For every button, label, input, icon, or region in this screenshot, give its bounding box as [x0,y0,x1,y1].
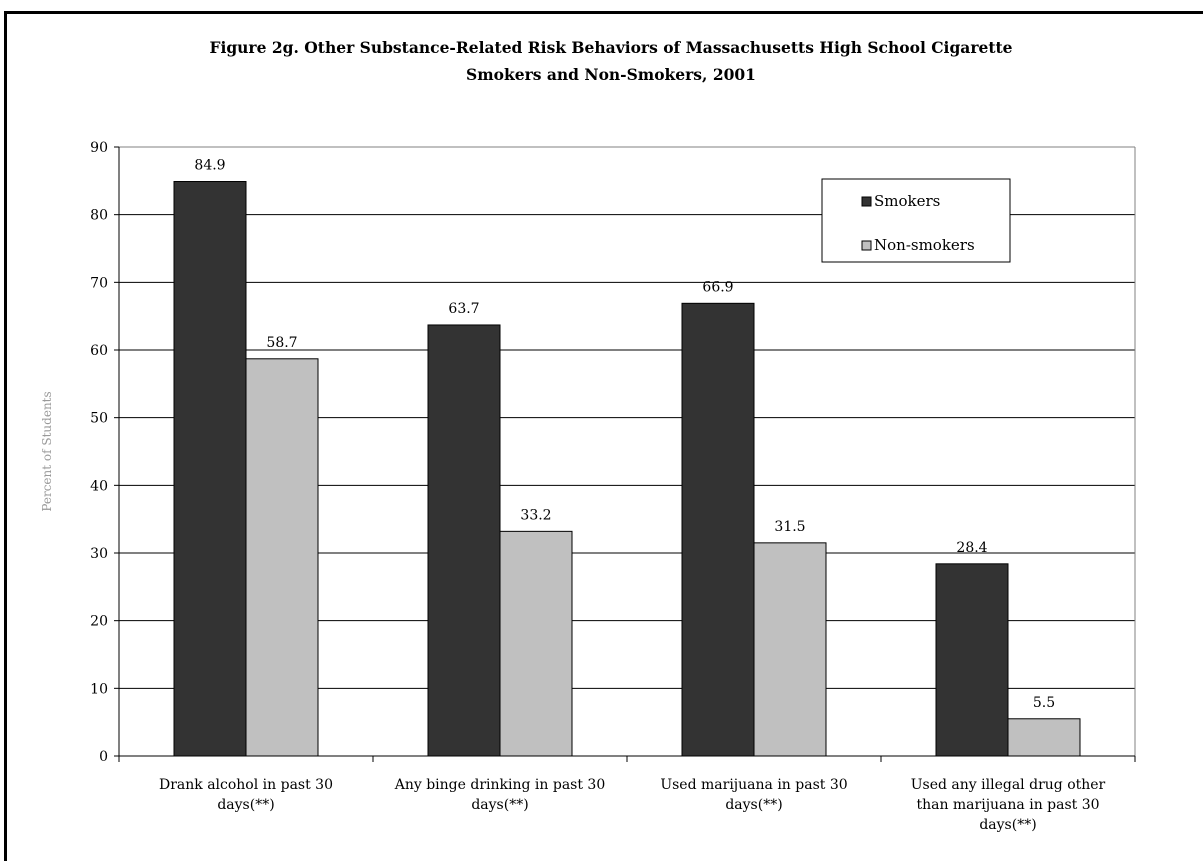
x-category-label: Any binge drinking in past 30 [394,777,606,793]
y-tick-label: 80 [90,208,108,224]
axes: 0 10 20 30 40 50 60 70 80 90 Percent of Students Dr… [40,140,1136,833]
bar-smokers [935,563,1009,757]
data-label: 58.7 [266,335,297,351]
x-category-label: than marijuana in past 30 [916,797,1099,813]
bar-non-smokers [499,530,573,757]
bar-non-smokers [245,358,319,757]
x-category-label: days(**) [217,797,274,813]
data-label: 66.9 [702,279,733,295]
chart-title-line: Smokers and Non-Smokers, 2001 [466,65,756,84]
data-label: 33.2 [520,507,551,523]
legend: Smokers Non-smokers [821,178,1011,263]
x-category-label: Used marijuana in past 30 [660,777,847,793]
x-category-label: days(**) [471,797,528,813]
bar-smokers [681,302,755,757]
x-category-label: Used any illegal drug other [911,777,1106,793]
y-tick-label: 40 [90,478,108,494]
legend-swatch [861,196,872,207]
chart-frame [4,11,1203,861]
y-axis-label: Percent of Students [40,391,54,511]
y-tick-label: 50 [90,411,108,427]
x-category-label: days(**) [725,797,782,813]
x-category-label: days(**) [979,817,1036,833]
legend-label: Non-smokers [874,236,975,254]
data-label: 84.9 [194,158,225,174]
bars [173,181,1081,757]
legend-box [821,178,1011,263]
x-category-label: Drank alcohol in past 30 [159,777,333,793]
y-tick-label: 30 [90,546,108,562]
data-label: 31.5 [774,519,805,535]
bar-non-smokers [1007,718,1081,757]
y-tick-label: 0 [99,749,108,765]
legend-label: Smokers [874,192,940,210]
y-tick-label: 20 [90,614,108,630]
y-tick-label: 10 [90,681,108,697]
data-label: 5.5 [1033,695,1055,711]
bar-smokers [173,181,247,757]
chart-title-line: Figure 2g. Other Substance-Related Risk … [209,38,1012,57]
chart-title: Figure 2g. Other Substance-Related Risk … [209,38,1012,84]
legend-swatch [861,240,872,251]
data-label: 28.4 [956,540,987,556]
y-tick-label: 60 [90,343,108,359]
y-tick-label: 90 [90,140,108,156]
bar-non-smokers [753,542,827,757]
y-tick-label: 70 [90,275,108,291]
data-label: 63.7 [448,301,479,317]
data-labels: 84.9 58.7 63.7 33.2 66.9 31.5 28.4 5.5 [194,158,1055,711]
bar-smokers [427,324,501,757]
